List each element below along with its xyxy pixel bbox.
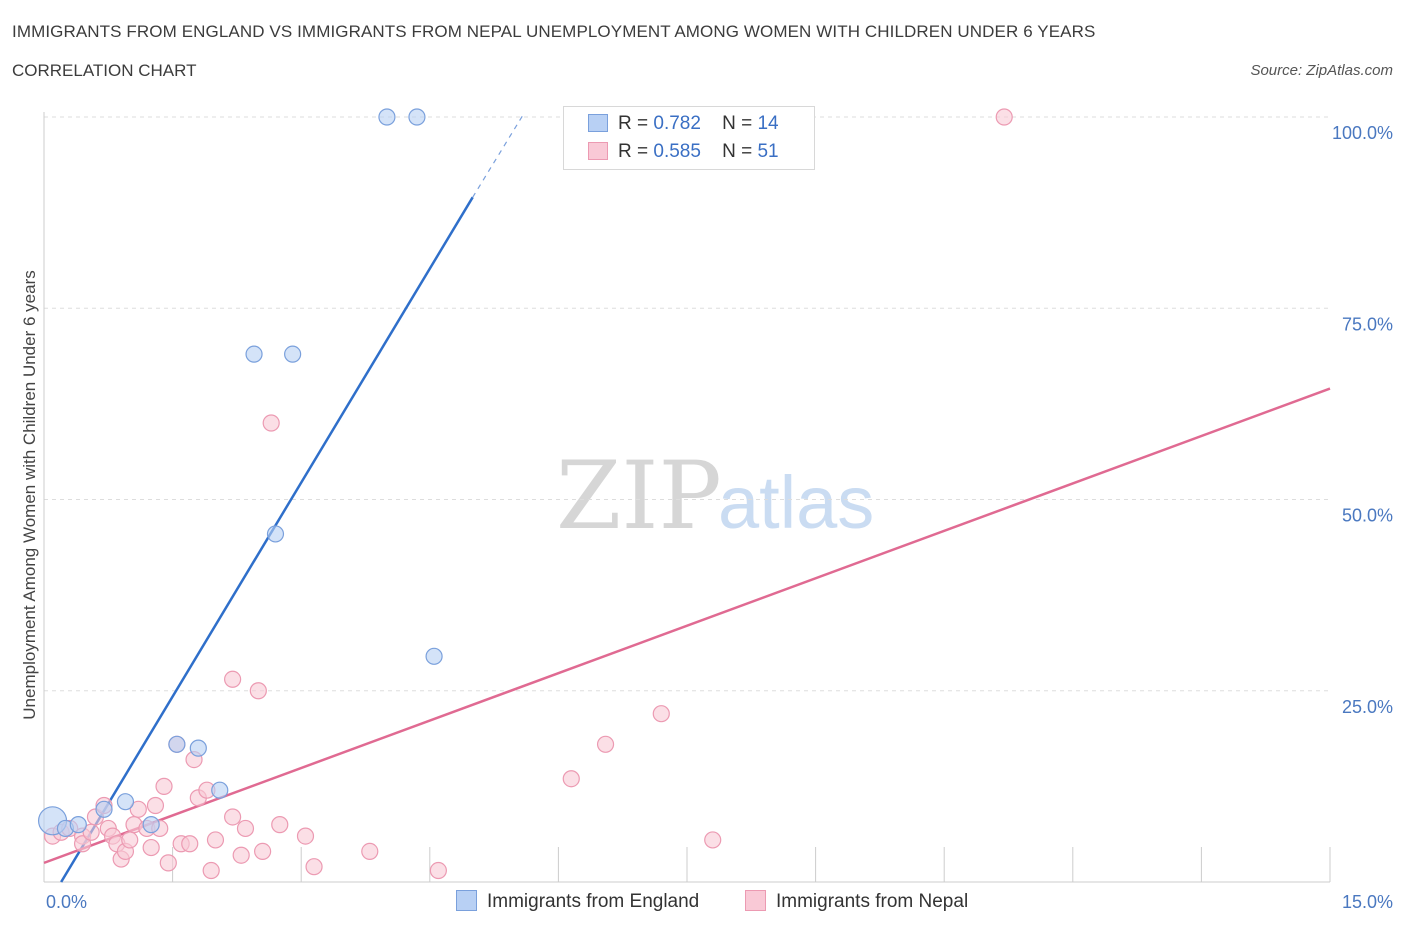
- source-label: Source: ZipAtlas.com: [1250, 62, 1393, 79]
- england-swatch-icon: [456, 890, 477, 911]
- nepal-point: [73, 835, 92, 853]
- correlation-legend: R = 0.782 N = 14 R = 0.585 N = 51: [563, 106, 815, 170]
- nepal-point: [142, 838, 160, 857]
- gridlines: [44, 116, 1330, 692]
- tick-labels: 25.0% 50.0% 75.0% 100.0% 0.0% 15.0%: [46, 123, 1393, 912]
- x-tick-label: 15.0%: [1342, 892, 1393, 912]
- england-point: [116, 793, 135, 811]
- nepal-point: [596, 735, 615, 753]
- england-point: [189, 739, 207, 757]
- nepal-point: [262, 414, 280, 432]
- legend-nepal-n: 51: [757, 141, 779, 162]
- watermark-atlas: atlas: [718, 461, 874, 544]
- legend-r-label: R =: [618, 141, 649, 162]
- england-point: [266, 525, 285, 543]
- bottom-legend-nepal-label: Immigrants from Nepal: [776, 891, 969, 912]
- nepal-point: [704, 831, 722, 849]
- nepal-point: [254, 842, 272, 861]
- nepal-point: [305, 858, 323, 876]
- axes: [43, 112, 1331, 883]
- y-tick-label: 100.0%: [1332, 123, 1393, 143]
- england-trend-line: [60, 196, 474, 883]
- nepal-point: [361, 842, 379, 861]
- england-point: [245, 345, 263, 363]
- legend-england-r: 0.782: [653, 113, 701, 134]
- nepal-point: [232, 846, 250, 864]
- nepal-point: [224, 670, 242, 688]
- nepal-swatch-icon: [588, 142, 608, 160]
- legend-row-nepal: R = 0.585 N = 51: [588, 141, 779, 165]
- england-point: [425, 647, 443, 665]
- england-point: [69, 816, 87, 834]
- watermark: ZIP atlas: [556, 442, 874, 551]
- legend-n-label: N =: [722, 141, 753, 162]
- bottom-legend-nepal: Immigrants from Nepal: [745, 890, 968, 913]
- data-points: [37, 108, 1013, 880]
- legend-n-label: N =: [722, 113, 753, 134]
- x-tick-label: 0.0%: [46, 892, 87, 912]
- trend-lines: [43, 112, 1331, 883]
- nepal-point: [271, 816, 289, 834]
- nepal-point: [159, 854, 177, 872]
- watermark-zip: ZIP: [556, 442, 722, 551]
- england-point: [284, 345, 302, 363]
- nepal-point: [296, 827, 315, 845]
- england-trend-extension: [472, 112, 525, 198]
- nepal-point: [652, 705, 670, 723]
- nepal-point: [236, 819, 255, 838]
- nepal-point: [146, 796, 165, 815]
- england-point: [168, 735, 186, 753]
- nepal-point: [224, 808, 242, 826]
- nepal-point: [129, 800, 147, 818]
- england-point: [378, 108, 396, 126]
- y-tick-label: 25.0%: [1342, 697, 1393, 717]
- nepal-point: [429, 861, 447, 880]
- nepal-point: [995, 108, 1013, 126]
- chart-subtitle: CORRELATION CHART: [12, 61, 197, 80]
- bottom-legend-england-label: Immigrants from England: [487, 891, 700, 912]
- nepal-swatch-icon: [745, 890, 766, 911]
- y-axis-label: Unemployment Among Women with Children U…: [20, 270, 39, 719]
- legend-row-england: R = 0.782 N = 14: [588, 113, 779, 137]
- england-point: [408, 108, 426, 126]
- england-point: [142, 816, 160, 834]
- nepal-point: [181, 835, 199, 853]
- england-swatch-icon: [588, 114, 608, 132]
- nepal-point: [562, 770, 580, 788]
- nepal-trend-line: [43, 387, 1331, 865]
- legend-nepal-r: 0.585: [653, 141, 701, 162]
- chart-title: IMMIGRANTS FROM ENGLAND VS IMMIGRANTS FR…: [12, 22, 1096, 41]
- bottom-legend-england: Immigrants from England: [456, 890, 699, 913]
- nepal-point: [121, 831, 139, 849]
- legend-r-label: R =: [618, 113, 649, 134]
- nepal-point: [206, 831, 225, 849]
- y-tick-label: 50.0%: [1342, 506, 1393, 526]
- england-point: [95, 800, 113, 818]
- nepal-point: [202, 861, 220, 880]
- nepal-point: [155, 777, 173, 795]
- y-tick-label: 75.0%: [1342, 314, 1393, 334]
- nepal-point: [249, 682, 267, 700]
- legend-england-n: 14: [757, 113, 779, 134]
- england-point: [211, 781, 229, 799]
